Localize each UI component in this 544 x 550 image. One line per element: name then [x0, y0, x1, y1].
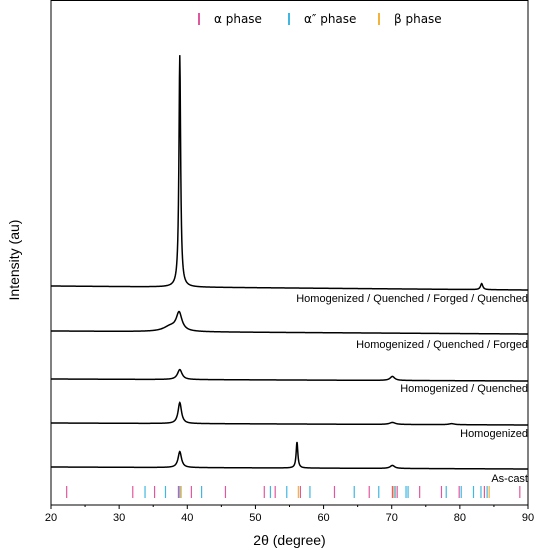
legend-label-3: β phase: [394, 12, 442, 26]
trace-label-5: As-cast: [491, 473, 528, 485]
trace-5: [51, 441, 528, 470]
phase-markers: [66, 486, 521, 498]
x-tick-label-70: 70: [386, 512, 398, 524]
trace-1: [51, 55, 528, 291]
legend: α phase α″ phase β phase: [198, 12, 442, 26]
plot-frame: [50, 0, 529, 506]
trace-label-2: Homogenized / Quenched / Forged: [356, 339, 528, 351]
x-tick-label-20: 20: [45, 512, 57, 524]
legend-swatch-2: [288, 13, 290, 25]
x-tick-label-60: 60: [317, 512, 329, 524]
legend-label-2: α″ phase: [304, 12, 356, 26]
legend-label-1: α phase: [214, 12, 262, 26]
x-tick-label-40: 40: [181, 512, 193, 524]
trace-2: [50, 310, 529, 335]
x-tick-label-30: 30: [113, 512, 125, 524]
trace-label-4: Homogenized: [460, 428, 528, 440]
x-tick-label-50: 50: [249, 512, 261, 524]
legend-swatch-1: [198, 13, 200, 25]
trace-label-3: Homogenized / Quenched: [400, 383, 528, 395]
x-tick-label-80: 80: [454, 512, 466, 524]
trace-4: [50, 401, 529, 426]
y-axis-label: Intensity (au): [6, 220, 22, 301]
x-axis: 20 30 40 50 60 70 80 90: [45, 505, 534, 524]
trace-label-1: Homogenized / Quenched / Forged / Quench…: [296, 293, 528, 305]
trace-3: [51, 368, 528, 382]
x-tick-label-90: 90: [522, 512, 534, 524]
x-axis-label: 2θ (degree): [253, 532, 325, 548]
legend-swatch-3: [378, 13, 380, 25]
diffraction-traces: [50, 55, 529, 470]
trace-labels: Homogenized / Quenched / Forged / Quench…: [296, 293, 528, 485]
